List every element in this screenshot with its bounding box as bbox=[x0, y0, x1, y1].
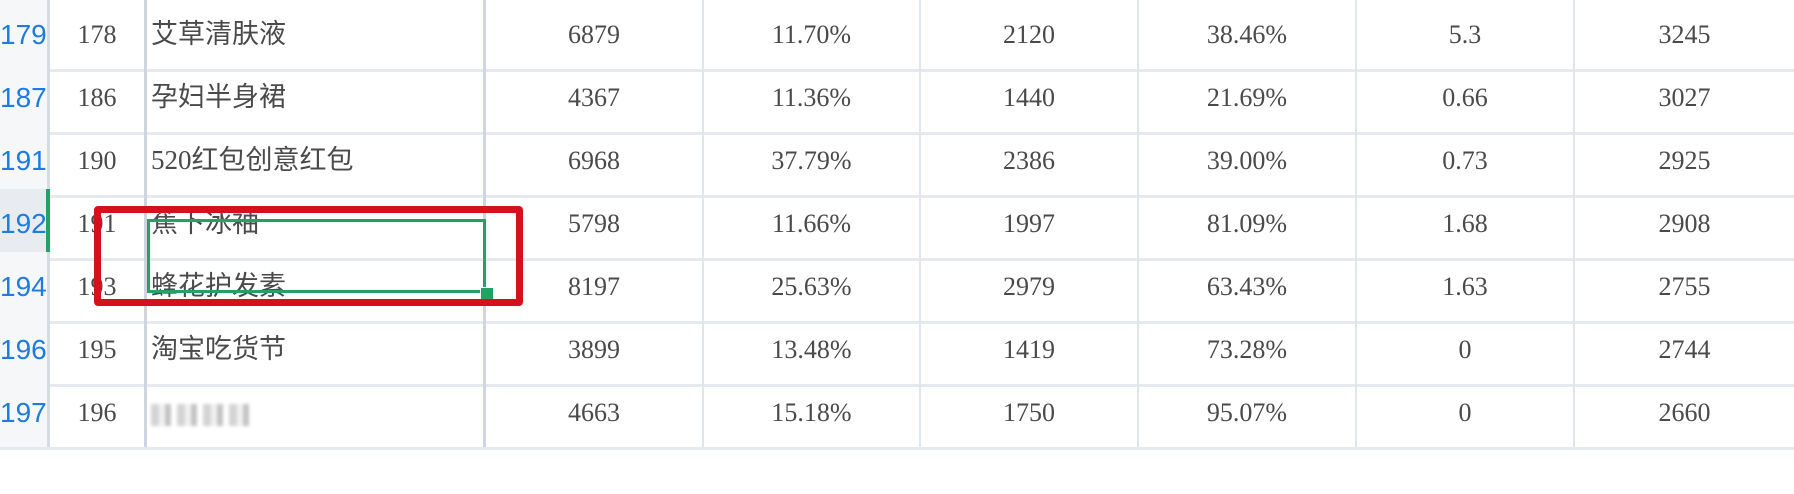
value-cell[interactable]: 3245 bbox=[1658, 20, 1711, 49]
table-row[interactable]: 191 190 520红包创意红包 6968 37.79% 2386 39.00% 0.73 2… bbox=[0, 126, 1794, 198]
table-row[interactable]: 192 191 蕉下冰袖 5798 11.66% 1997 81.09% 1.68 2908 bbox=[0, 189, 1794, 261]
percent-cell[interactable]: 13.48% bbox=[704, 315, 921, 384]
percent-cell[interactable]: 39.00% bbox=[1139, 126, 1357, 195]
value-cell[interactable]: 1440 bbox=[921, 63, 1139, 132]
value-cell[interactable]: 5798 bbox=[486, 189, 704, 258]
seq-cell[interactable]: 186 bbox=[50, 63, 147, 132]
value-cell[interactable]: 2755 bbox=[1658, 272, 1711, 301]
name-cell[interactable]: 孕妇半身裙 bbox=[147, 63, 486, 132]
value-cell[interactable]: 6968 bbox=[486, 126, 704, 195]
row-number-header[interactable]: 191 bbox=[0, 126, 50, 195]
name-cell[interactable]: 蜂花护发素 bbox=[147, 252, 486, 321]
value-cell[interactable]: 2925 bbox=[1658, 146, 1711, 175]
seq-cell[interactable]: 195 bbox=[50, 315, 147, 384]
row-number-header[interactable]: 187 bbox=[0, 63, 50, 132]
percent-cell[interactable]: 95.07% bbox=[1139, 378, 1357, 447]
table-row[interactable]: 194 193 蜂花护发素 8197 25.63% 2979 63.43% 1.63 2755 bbox=[0, 252, 1794, 324]
seq-cell[interactable]: 190 bbox=[50, 126, 147, 195]
value-cell[interactable]: 1750 bbox=[921, 378, 1139, 447]
seq-cell[interactable]: 191 bbox=[50, 189, 147, 258]
ratio-cell[interactable]: 1.63 bbox=[1357, 252, 1575, 321]
table-row[interactable]: 187 186 孕妇半身裙 4367 11.36% 1440 21.69% 0.66 3027 bbox=[0, 63, 1794, 135]
percent-cell[interactable]: 81.09% bbox=[1139, 189, 1357, 258]
row-number-header[interactable]: 194 bbox=[0, 252, 50, 321]
redacted-text bbox=[151, 403, 249, 426]
value-cell[interactable]: 2908 bbox=[1658, 209, 1711, 238]
value-cell[interactable]: 2979 bbox=[921, 252, 1139, 321]
percent-cell[interactable]: 37.79% bbox=[704, 126, 921, 195]
percent-cell[interactable]: 15.18% bbox=[704, 378, 921, 447]
percent-cell[interactable]: 73.28% bbox=[1139, 315, 1357, 384]
name-cell[interactable]: 蕉下冰袖 bbox=[147, 189, 486, 258]
seq-cell[interactable]: 178 bbox=[50, 0, 147, 69]
ratio-cell[interactable]: 0.73 bbox=[1357, 126, 1575, 195]
percent-cell[interactable]: 38.46% bbox=[1139, 0, 1357, 69]
percent-cell[interactable]: 11.36% bbox=[704, 63, 921, 132]
ratio-cell[interactable]: 0.66 bbox=[1357, 63, 1575, 132]
ratio-cell[interactable]: 0 bbox=[1357, 378, 1575, 447]
value-cell[interactable]: 8197 bbox=[486, 252, 704, 321]
value-cell[interactable]: 2744 bbox=[1658, 335, 1711, 364]
value-cell[interactable]: 2386 bbox=[921, 126, 1139, 195]
percent-cell[interactable]: 11.66% bbox=[704, 189, 921, 258]
row-number-header[interactable]: 192 bbox=[0, 189, 50, 258]
fill-handle[interactable] bbox=[480, 287, 494, 301]
row-number-header[interactable]: 179 bbox=[0, 0, 50, 69]
name-cell[interactable]: 淘宝吃货节 bbox=[147, 315, 486, 384]
percent-cell[interactable]: 11.70% bbox=[704, 0, 921, 69]
table-row[interactable]: 197 196 4663 15.18% 1750 95.07% 0 2660 bbox=[0, 378, 1794, 450]
name-cell[interactable]: 艾草清肤液 bbox=[147, 0, 486, 69]
table-row[interactable]: 196 195 淘宝吃货节 3899 13.48% 1419 73.28% 0 2744 bbox=[0, 315, 1794, 387]
value-cell[interactable]: 2120 bbox=[921, 0, 1139, 69]
row-number-header[interactable]: 197 bbox=[0, 378, 50, 447]
percent-cell[interactable]: 63.43% bbox=[1139, 252, 1357, 321]
value-cell[interactable]: 4367 bbox=[486, 63, 704, 132]
value-cell[interactable]: 3027 bbox=[1658, 83, 1711, 112]
name-cell[interactable]: 520红包创意红包 bbox=[147, 126, 486, 195]
ratio-cell[interactable]: 0 bbox=[1357, 315, 1575, 384]
value-cell[interactable]: 1419 bbox=[921, 315, 1139, 384]
percent-cell[interactable]: 21.69% bbox=[1139, 63, 1357, 132]
value-cell[interactable]: 3899 bbox=[486, 315, 704, 384]
value-cell[interactable]: 1997 bbox=[921, 189, 1139, 258]
table-row[interactable]: 179 178 艾草清肤液 6879 11.70% 2120 38.46% 5.3 3245 bbox=[0, 0, 1794, 72]
name-cell[interactable] bbox=[147, 378, 486, 447]
ratio-cell[interactable]: 1.68 bbox=[1357, 189, 1575, 258]
row-number-header[interactable]: 196 bbox=[0, 315, 50, 384]
ratio-cell[interactable]: 5.3 bbox=[1357, 0, 1575, 69]
seq-cell[interactable]: 193 bbox=[50, 252, 147, 321]
seq-cell[interactable]: 196 bbox=[50, 378, 147, 447]
value-cell[interactable]: 4663 bbox=[486, 378, 704, 447]
percent-cell[interactable]: 25.63% bbox=[704, 252, 921, 321]
value-cell[interactable]: 6879 bbox=[486, 0, 704, 69]
value-cell[interactable]: 2660 bbox=[1658, 398, 1711, 427]
